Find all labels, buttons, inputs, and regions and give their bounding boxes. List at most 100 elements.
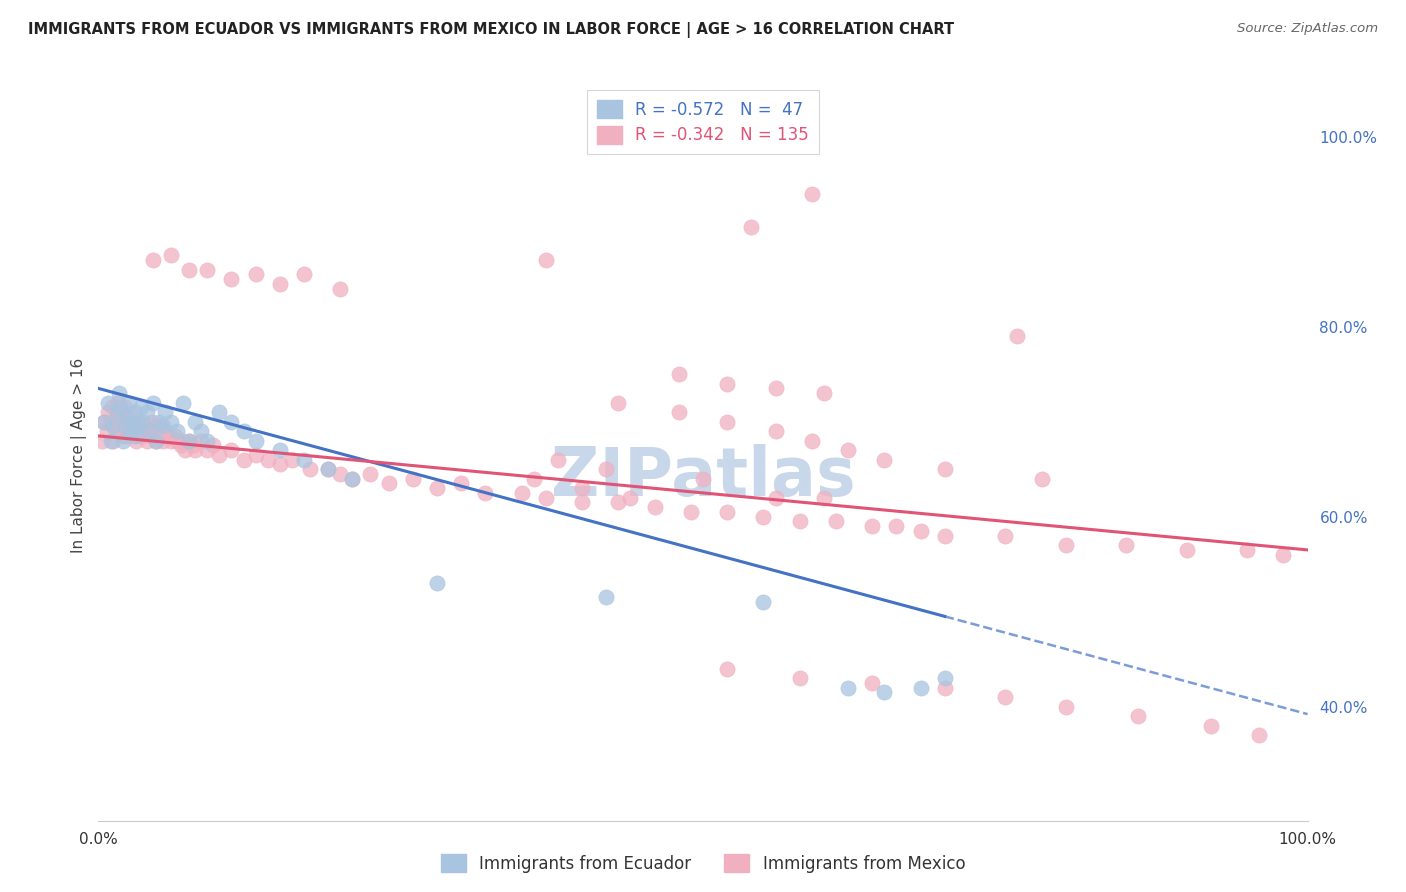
Point [740,219,762,234]
Point [122,429,145,443]
Point [679,505,702,519]
Point [873,685,896,699]
Point [595,462,617,476]
Point [910,681,932,695]
Point [108,386,131,401]
Text: IMMIGRANTS FROM ECUADOR VS IMMIGRANTS FROM MEXICO IN LABOR FORCE | AGE > 16 CORR: IMMIGRANTS FROM ECUADOR VS IMMIGRANTS FR… [28,22,955,38]
Point [1007,329,1029,343]
Legend: Immigrants from Ecuador, Immigrants from Mexico: Immigrants from Ecuador, Immigrants from… [434,847,972,880]
Point [221,443,243,458]
Point [800,186,823,201]
Point [134,419,156,434]
Point [97,395,120,409]
Point [269,277,291,291]
Point [716,376,738,391]
Legend: R = -0.572   N =  47, R = -0.342   N = 135: R = -0.572 N = 47, R = -0.342 N = 135 [586,90,820,154]
Point [316,462,339,476]
Point [1236,542,1258,557]
Point [132,429,155,443]
Point [107,395,129,409]
Point [402,472,425,486]
Point [221,272,243,286]
Point [281,452,304,467]
Point [221,415,243,429]
Point [117,429,139,443]
Point [111,429,134,443]
Point [256,452,278,467]
Point [179,262,201,277]
Point [157,429,180,443]
Point [125,429,148,443]
Point [118,409,141,424]
Point [195,443,218,458]
Point [934,529,956,543]
Point [129,419,152,434]
Point [208,448,231,462]
Point [138,424,160,438]
Point [994,529,1017,543]
Point [450,476,472,491]
Point [299,462,322,476]
Point [184,415,207,429]
Point [360,467,382,481]
Point [160,248,183,262]
Point [571,495,593,509]
Point [716,662,738,676]
Point [145,434,167,448]
Point [1175,542,1198,557]
Point [145,434,167,448]
Y-axis label: In Labor Force | Age > 16: In Labor Force | Age > 16 [72,358,87,552]
Point [668,405,690,419]
Point [160,434,183,448]
Point [152,419,174,434]
Point [813,491,835,505]
Point [825,515,848,529]
Point [377,476,399,491]
Point [142,253,165,268]
Point [121,415,143,429]
Point [208,405,231,419]
Point [160,415,183,429]
Point [789,515,811,529]
Point [141,415,163,429]
Point [245,448,267,462]
Point [1199,719,1222,733]
Point [316,462,339,476]
Point [148,415,170,429]
Point [342,472,364,486]
Point [716,415,738,429]
Point [860,519,883,533]
Point [124,419,146,434]
Point [934,462,956,476]
Point [110,405,132,419]
Point [91,434,114,448]
Point [292,452,315,467]
Point [202,438,225,452]
Point [108,401,131,415]
Point [342,472,364,486]
Point [269,458,291,472]
Point [934,671,956,685]
Point [169,438,191,452]
Point [97,405,120,419]
Point [132,415,155,429]
Point [534,491,557,505]
Point [127,415,149,429]
Point [329,282,352,296]
Point [174,443,197,458]
Point [910,524,932,538]
Point [100,401,122,415]
Point [837,443,859,458]
Point [96,424,118,438]
Point [1272,548,1295,562]
Point [179,434,201,448]
Point [105,409,128,424]
Point [765,491,787,505]
Point [93,415,115,429]
Point [108,424,131,438]
Point [121,415,143,429]
Point [232,452,254,467]
Point [114,401,136,415]
Point [886,519,908,533]
Point [118,419,141,434]
